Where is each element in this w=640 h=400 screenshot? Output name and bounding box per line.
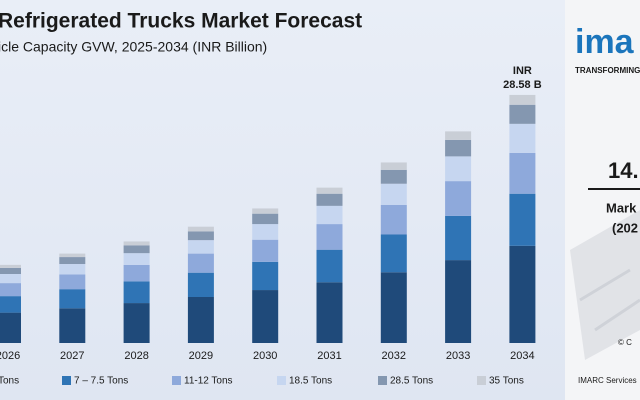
logo-tagline: TRANSFORMING: [575, 66, 640, 75]
legend-swatch: [477, 376, 486, 385]
bar-segment: [509, 94, 536, 105]
bar-segment: [509, 245, 536, 343]
x-tick-label: 2032: [382, 350, 406, 362]
bar-segment: [187, 231, 214, 241]
bar-segment: [316, 224, 343, 250]
bar-segment: [445, 139, 472, 157]
bar-segment: [123, 245, 150, 254]
x-tick-label: 2034: [510, 350, 534, 362]
bar-segment: [252, 239, 279, 262]
x-tick-label: 2031: [317, 350, 341, 362]
bar-segment: [123, 303, 150, 343]
x-tick-label: 2029: [189, 350, 213, 362]
legend-label: 11-12 Tons: [184, 376, 233, 387]
bar-segment: [59, 308, 86, 343]
bar-segment: [316, 205, 343, 225]
bar-segment: [316, 282, 343, 343]
bar-segment: [252, 224, 279, 240]
x-tick-label: 2033: [446, 350, 470, 362]
bar-segment: [187, 240, 214, 254]
bar-segment: [187, 296, 214, 343]
bar-segment: [445, 215, 472, 261]
bar-segment: [445, 260, 472, 343]
stat-value: 14.: [608, 158, 639, 183]
bar-segment: [380, 169, 407, 184]
x-tick-label: 2030: [253, 350, 277, 362]
bar-segment: [380, 272, 407, 343]
bar-segment: [380, 204, 407, 235]
truck-graphic-lines: [579, 268, 640, 332]
copyright: © C: [618, 338, 632, 347]
bar-segment: [59, 289, 86, 309]
logo: ima: [575, 23, 635, 61]
chart-subtitle: icle Capacity GVW, 2025-2034 (INR Billio…: [0, 39, 267, 55]
bar-segment: [123, 241, 150, 246]
bar-segment: [59, 264, 86, 275]
legend-swatch: [277, 376, 286, 385]
bar-segment: [59, 253, 86, 258]
legend-label: Tons: [0, 376, 19, 387]
bar-segment: [0, 264, 21, 268]
x-tick-label: 2026: [0, 350, 20, 362]
annotation: INR 28.58 B: [503, 65, 542, 91]
bar-segment: [187, 253, 214, 273]
source: IMARC Services: [578, 376, 637, 385]
bar-segment: [509, 104, 536, 124]
bar-segment: [316, 187, 343, 194]
bar-segment: [445, 181, 472, 216]
bar-segment: [187, 272, 214, 297]
bar-segment: [0, 273, 21, 284]
legend-swatch: [378, 376, 387, 385]
bar-segment: [380, 162, 407, 170]
x-tick-label: 2027: [60, 350, 84, 362]
bar-segment: [252, 290, 279, 343]
bar-segment: [187, 226, 214, 232]
bar-segment: [252, 261, 279, 291]
bar-segment: [509, 123, 536, 153]
bar-segment: [252, 213, 279, 225]
x-tick-label: 2028: [124, 350, 148, 362]
bar-segment: [0, 296, 21, 313]
bar-segment: [123, 264, 150, 282]
legend-label: 18.5 Tons: [289, 376, 332, 387]
bar-segment: [316, 193, 343, 206]
legend-swatch: [62, 376, 71, 385]
bar-segment: [59, 274, 86, 290]
stat-label: Mark: [606, 200, 637, 215]
bar-segment: [380, 234, 407, 273]
bar-segment: [316, 249, 343, 283]
bar-segment: [380, 183, 407, 205]
bar-segment: [252, 208, 279, 214]
legend-label: 28.5 Tons: [390, 376, 433, 387]
legend-label: 35 Tons: [489, 376, 524, 387]
chart-title: Refrigerated Trucks Market Forecast: [0, 10, 362, 33]
bar-segment: [509, 193, 536, 246]
legend-swatch: [172, 376, 181, 385]
bar-segment: [445, 131, 472, 140]
bar-segment: [59, 257, 86, 265]
bar-segment: [123, 281, 150, 304]
legend-label: 7 – 7.5 Tons: [74, 376, 128, 387]
bar-segment: [509, 152, 536, 194]
bar-segment: [0, 312, 21, 343]
bar-segment: [0, 267, 21, 274]
bar-segment: [0, 283, 21, 297]
stat-period: (202: [612, 220, 638, 235]
bar-segment: [445, 156, 472, 182]
bar-segment: [123, 253, 150, 265]
